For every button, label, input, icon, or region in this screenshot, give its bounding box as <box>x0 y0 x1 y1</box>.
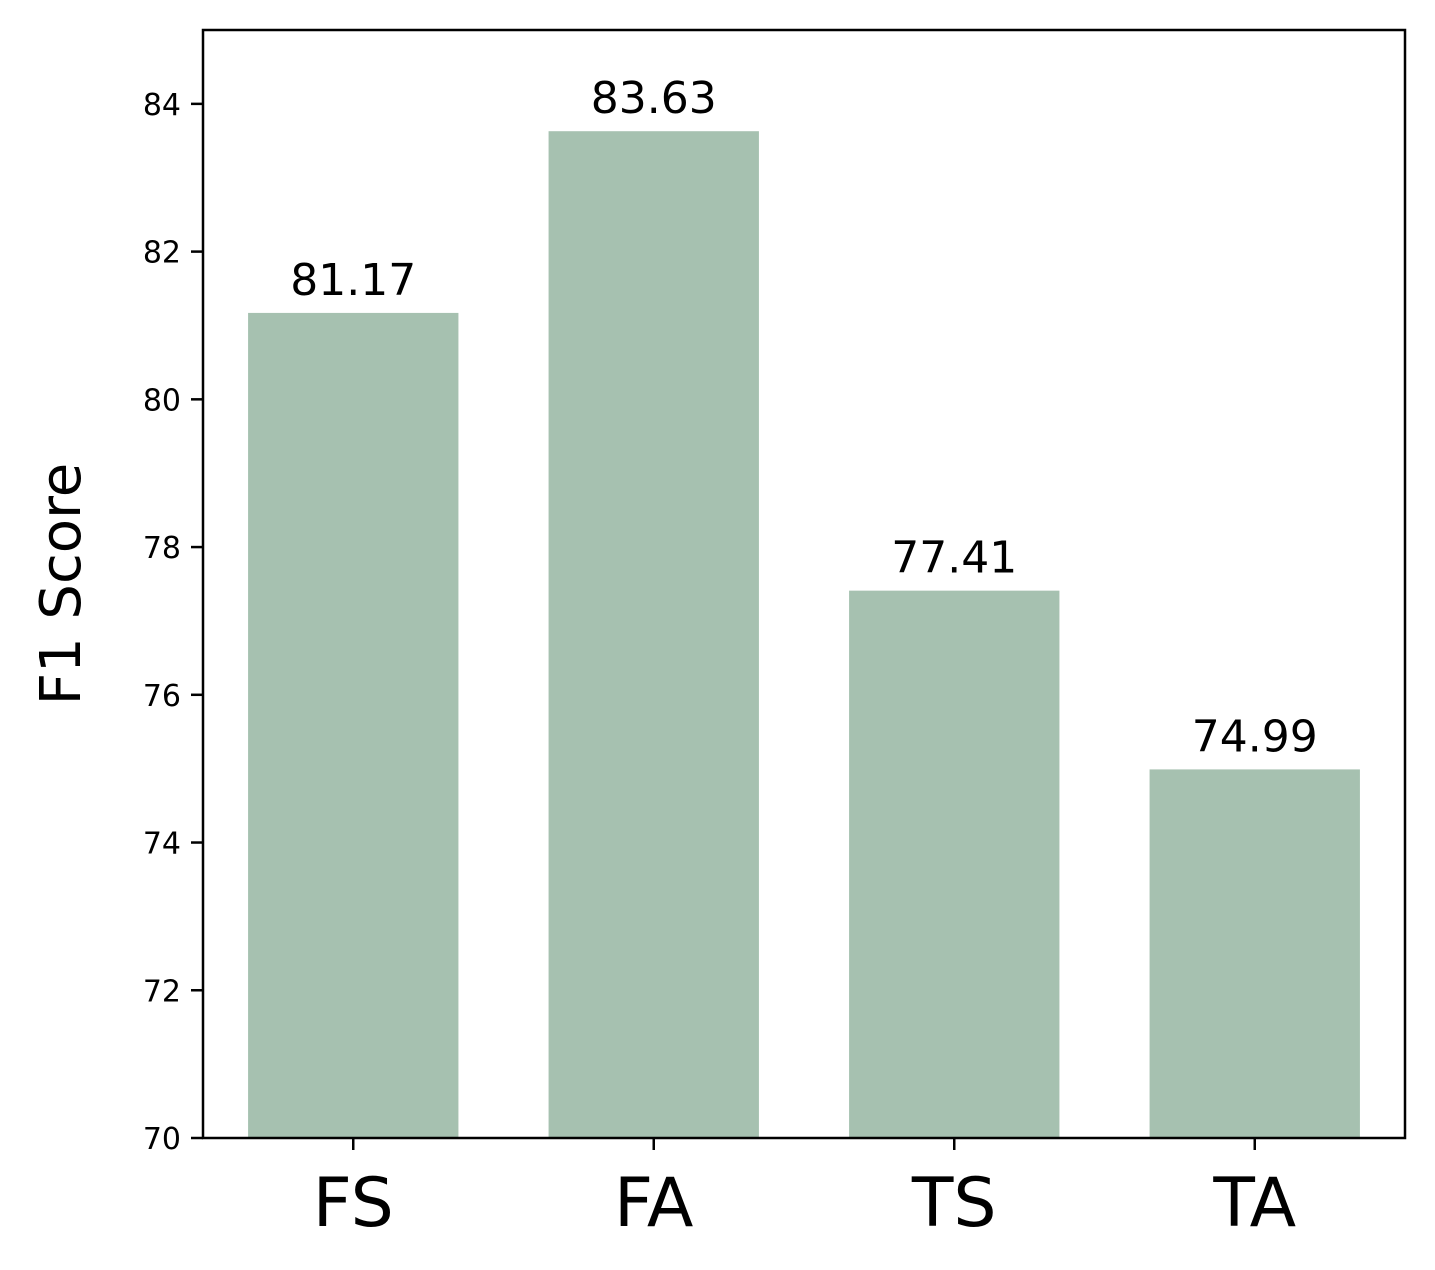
bar-ta <box>1149 769 1360 1138</box>
x-tick-label-ta: TA <box>1212 1164 1296 1243</box>
y-axis-label: F1 Score <box>29 463 94 705</box>
x-tick-label-fs: FS <box>313 1164 394 1243</box>
x-tick-label-fa: FA <box>614 1164 693 1243</box>
bar-value-label-fa: 83.63 <box>591 73 717 124</box>
bar-fa <box>548 131 759 1138</box>
y-tick-label: 74 <box>143 827 181 862</box>
y-axis: 70 72 74 76 78 80 82 84 <box>143 88 203 1157</box>
bar-ts <box>849 590 1060 1138</box>
y-tick-label: 78 <box>143 531 181 566</box>
x-tick-label-ts: TS <box>911 1164 997 1243</box>
y-tick-label: 80 <box>143 383 181 418</box>
x-axis: FS FA TS TA <box>313 1138 1296 1243</box>
bar-value-label-ts: 77.41 <box>891 533 1017 584</box>
y-tick-label: 72 <box>143 974 181 1009</box>
bar-value-label-fs: 81.17 <box>290 255 416 306</box>
bar-value-label-ta: 74.99 <box>1192 711 1318 762</box>
bar-fs <box>248 312 459 1139</box>
y-tick-label: 84 <box>143 88 181 123</box>
bar-value-labels: 81.17 83.63 77.41 74.99 <box>290 73 1317 762</box>
y-tick-label: 70 <box>143 1122 181 1157</box>
y-tick-label: 76 <box>143 679 181 714</box>
plot-frame <box>201 28 1407 1140</box>
y-tick-label: 82 <box>143 236 181 271</box>
bars-layer <box>248 131 1360 1139</box>
